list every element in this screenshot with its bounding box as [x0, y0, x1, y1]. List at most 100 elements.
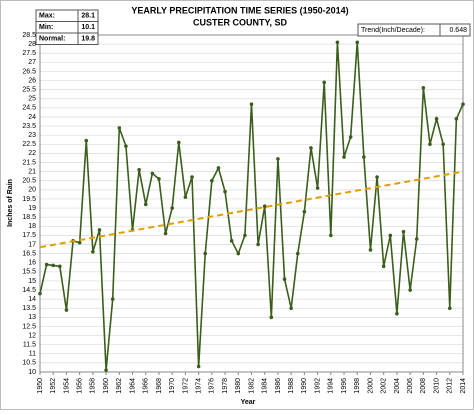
- y-tick-label: 12.5: [22, 323, 36, 330]
- x-tick-label: 1986: [275, 378, 282, 394]
- point: [375, 175, 379, 179]
- x-tick-label: 1960: [103, 378, 110, 394]
- x-tick-label: 1992: [314, 378, 321, 394]
- x-tick-label: 2000: [367, 378, 374, 394]
- y-tick-label: 23.5: [22, 123, 36, 130]
- x-tick-label: 1982: [248, 378, 255, 394]
- point: [150, 171, 155, 176]
- x-tick-label: 2004: [394, 378, 401, 394]
- point: [421, 86, 426, 90]
- x-tick-label: 1950: [37, 378, 44, 394]
- point: [196, 364, 201, 369]
- y-tick-label: 23: [28, 132, 36, 139]
- x-tick-label: 1984: [262, 378, 269, 394]
- point: [289, 306, 293, 311]
- point: [249, 102, 254, 107]
- y-tick-label: 20.5: [22, 178, 36, 185]
- point: [395, 311, 399, 316]
- point: [414, 237, 419, 241]
- x-tick-label: 1998: [354, 378, 361, 394]
- x-tick-label: 1974: [195, 378, 202, 394]
- y-tick-label: 25: [28, 96, 36, 103]
- point: [362, 155, 366, 159]
- x-tick-label: 1980: [235, 378, 242, 394]
- y-tick-label: 10: [28, 369, 36, 376]
- point: [223, 189, 227, 194]
- point: [434, 116, 439, 121]
- stats-label: Normal:: [39, 36, 65, 43]
- point: [335, 40, 340, 45]
- y-tick-label: 12: [28, 332, 36, 339]
- y-tick-label: 19.5: [22, 196, 36, 203]
- y-tick-label: 26: [28, 77, 36, 84]
- x-tick-label: 1988: [288, 378, 295, 394]
- point: [170, 206, 174, 210]
- trend-line: [39, 170, 464, 249]
- x-tick-label: 2012: [447, 378, 454, 394]
- point: [176, 140, 181, 145]
- chart-subtitle: CUSTER COUNTY, SD: [193, 17, 288, 27]
- point: [342, 155, 346, 159]
- point: [229, 239, 234, 243]
- stats-label: Max:: [39, 13, 55, 20]
- y-tick-label: 25.5: [22, 86, 36, 93]
- y-axis-label: Inches of Rain: [7, 179, 14, 227]
- y-tick-label: 21.5: [22, 159, 36, 166]
- point: [269, 315, 274, 320]
- x-tick-label: 1954: [63, 378, 70, 394]
- point: [190, 175, 194, 179]
- chart-title: YEARLY PRECIPITATION TIME SERIES (1950-2…: [131, 5, 348, 15]
- point: [243, 233, 247, 238]
- x-tick-label: 1958: [90, 378, 97, 394]
- point: [388, 233, 393, 238]
- point: [368, 248, 373, 252]
- y-tick-label: 28.5: [22, 32, 36, 39]
- point: [117, 126, 122, 130]
- point: [309, 146, 313, 150]
- y-tick-label: 17: [28, 241, 36, 248]
- y-tick-label: 27: [28, 59, 36, 66]
- x-tick-label: 1970: [169, 378, 176, 394]
- point: [183, 195, 188, 199]
- plot-area: [39, 34, 464, 373]
- x-tick-label: 1996: [341, 378, 348, 394]
- y-tick-label: 18: [28, 223, 36, 230]
- x-tick-label: 1976: [209, 378, 216, 394]
- point: [216, 166, 221, 170]
- point: [84, 138, 89, 143]
- point: [262, 204, 267, 209]
- x-tick-label: 1952: [50, 378, 57, 394]
- point: [447, 306, 452, 311]
- x-tick-label: 1966: [143, 378, 150, 394]
- point: [355, 40, 360, 45]
- point: [256, 242, 260, 247]
- x-tick-label: 2010: [433, 378, 440, 394]
- point: [203, 251, 208, 256]
- point: [157, 177, 161, 181]
- point: [401, 229, 406, 234]
- y-tick-label: 15: [28, 278, 36, 285]
- point: [329, 233, 333, 238]
- point: [110, 297, 115, 301]
- x-tick-label: 2008: [420, 378, 427, 394]
- y-tick-label: 14: [28, 296, 36, 303]
- y-tick-label: 24: [28, 114, 36, 121]
- y-tick-label: 16.5: [22, 250, 36, 257]
- y-tick-label: 22: [28, 150, 36, 157]
- point: [58, 264, 62, 269]
- point: [51, 263, 56, 268]
- trend-value: 0.648: [449, 27, 467, 34]
- y-tick-label: 21: [28, 168, 36, 175]
- x-tick-label: 1990: [301, 378, 308, 394]
- y-tick-label: 26.5: [22, 68, 36, 75]
- point: [348, 135, 353, 139]
- x-tick-label: 1968: [156, 378, 163, 394]
- y-tick-label: 16: [28, 260, 36, 267]
- stats-value: 10.1: [81, 24, 95, 31]
- y-tick-label: 13: [28, 314, 36, 321]
- y-tick-label: 17.5: [22, 232, 36, 239]
- y-tick-label: 11.5: [23, 342, 36, 349]
- point: [137, 168, 141, 172]
- y-tick-label: 27.5: [22, 50, 36, 57]
